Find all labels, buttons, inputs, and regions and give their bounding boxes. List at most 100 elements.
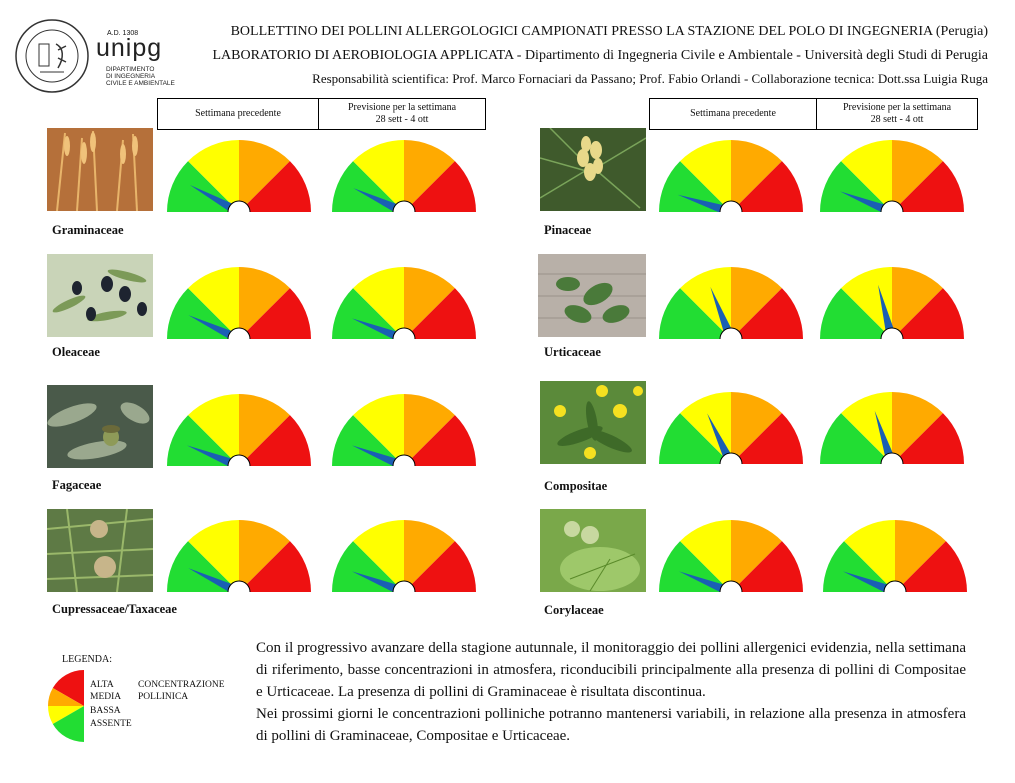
gauge-segment [841,267,892,339]
gauge-hub [227,580,251,592]
grass-image [47,128,153,212]
gauge-segment [731,267,782,339]
column-forecast: Previsione per la settimana 28 sett - 4 o… [347,102,457,125]
gauge-hub [227,327,251,339]
plant-name: Pinaceae [544,223,592,237]
gauge-segment [332,288,404,339]
gauge-needle [677,194,733,212]
legend-alta: ALTA [90,680,114,690]
gauge-previous [659,140,803,212]
laboratory-line: LABORATORIO DI AEROBIOLOGIA APPLICATA - … [212,48,988,63]
gauge-segment [659,541,731,592]
gauge-needle [351,318,406,339]
gauge-hub [719,452,743,464]
gauge-needle [353,188,407,212]
gauge-needle [189,185,242,212]
gauge-segment [239,541,311,592]
gauge-segment [404,267,455,339]
gauge-segment [680,140,731,212]
gauge-segment [841,392,892,464]
gauge-segment [895,541,967,592]
gauge-segment [680,267,731,339]
column-header-left: Settimana precedente Previsione per la s… [157,98,486,130]
gauge-segment [404,541,476,592]
legend-concentrazione: CONCENTRAZIONE [138,680,225,690]
gauge-needle [186,445,241,466]
legend-bassa: BASSA [90,706,121,716]
gauge-segment [823,541,895,592]
gauge-needle [710,286,736,339]
bulletin-description: Con il progressivo avanzare della stagio… [256,637,966,747]
legend-pollinica: POLLINICA [138,692,189,702]
gauge-needle [839,191,894,212]
gauge-previous [167,140,311,212]
gauge-segment [731,161,803,212]
gauge-segment [353,140,404,212]
gauge-segment [892,413,964,464]
gauge-hub [880,200,904,212]
gauge-segment [239,415,311,466]
gauge-needle [351,445,406,466]
cypress-image [46,508,154,593]
gauge-segment [404,288,476,339]
gauge-forecast [332,140,476,212]
logo-wordmark: unipg [96,34,163,62]
gauge-needle [351,571,406,592]
gauge-segment [892,140,943,212]
gauge-previous [659,520,803,592]
bulletin-title: BOLLETTINO DEI POLLINI ALLERGOLOGICI CAM… [230,24,988,39]
gauge-segment [404,520,455,592]
gauge-segment [731,288,803,339]
gauge-segment [659,413,731,464]
gauge-segment [404,161,476,212]
legend-media: MEDIA [90,692,122,702]
dandelion-image [540,381,646,464]
gauge-forecast [820,140,964,212]
description-paragraph-2: Nei prossimi giorni le concentrazioni po… [256,706,966,744]
gauge-segment [892,267,943,339]
gauge-forecast [332,394,476,466]
gauge-segment [731,520,782,592]
plant-name: Compositae [544,479,608,493]
gauge-segment [892,161,964,212]
gauge-hub [880,452,904,464]
plant-name: Graminaceae [52,223,124,237]
oak-image [47,385,153,468]
gauge-segment [659,288,731,339]
gauge-forecast [820,267,964,339]
gauge-hub [883,580,907,592]
column-previous-week: Settimana precedente [650,99,817,129]
gauge-needle [842,571,897,592]
gauge-segment [167,288,239,339]
university-seal-logo [14,18,90,94]
logo-department: DIPARTIMENTO DI INGEGNERIA CIVILE E AMBIEN… [106,66,175,87]
gauge-segment [188,520,239,592]
gauge-hub [719,327,743,339]
gauge-hub [392,200,416,212]
gauge-hub [880,327,904,339]
gauge-segment [239,140,290,212]
gauge-hub [392,327,416,339]
column-forecast: Previsione per la settimana 28 sett - 4 o… [842,102,952,125]
gauge-segment [239,394,290,466]
gauge-segment [353,394,404,466]
gauge-segment [188,140,239,212]
gauge-segment [239,267,290,339]
gauge-segment [659,161,731,212]
plant-name: Corylaceae [544,603,604,617]
gauge-segment [239,161,311,212]
gauge-segment [167,415,239,466]
column-previous-week: Settimana precedente [158,99,319,129]
gauge-segment [404,415,476,466]
gauge-segment [353,267,404,339]
gauge-hub [719,200,743,212]
column-header-right: Settimana precedente Previsione per la s… [649,98,978,130]
gauge-segment [680,520,731,592]
gauge-needle [707,413,736,464]
gauge-hub [392,454,416,466]
gauge-forecast [820,392,964,464]
plant-name: Fagaceae [52,478,102,492]
gauge-previous [659,392,803,464]
gauge-segment [239,288,311,339]
logo-year: A.D. 1308 [107,30,139,37]
